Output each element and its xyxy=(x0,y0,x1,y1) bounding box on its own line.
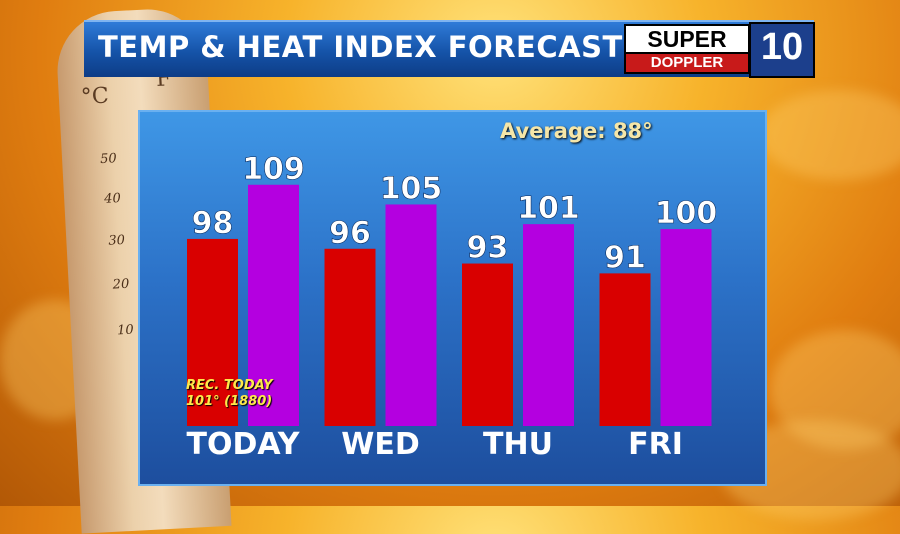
temp-bar-fri xyxy=(599,273,651,426)
temp-label-today: 98 xyxy=(192,206,234,241)
record-note-line1: REC. TODAY xyxy=(186,378,273,393)
heat-index-bar-fri xyxy=(660,229,712,426)
page-title: TEMP & HEAT INDEX FORECAST xyxy=(98,30,623,64)
heat-index-label-fri: 100 xyxy=(655,196,718,231)
category-label-wed: WED xyxy=(341,427,420,462)
heat-index-label-today: 109 xyxy=(242,152,305,187)
station-logo: SUPER DOPPLER 10 xyxy=(618,22,818,78)
temp-label-thu: 93 xyxy=(467,231,509,266)
heat-index-bar-today xyxy=(248,184,299,426)
cloud xyxy=(760,90,900,180)
temp-bar-wed xyxy=(324,248,376,426)
heat-index-label-wed: 105 xyxy=(380,171,443,206)
temp-bar-today xyxy=(187,238,238,426)
temp-bar-thu xyxy=(462,263,513,426)
logo-doppler: DOPPLER xyxy=(624,52,750,74)
heat-index-bar-wed xyxy=(385,204,437,426)
heat-index-label-thu: 101 xyxy=(517,191,580,226)
record-note-line2: 101° (1880) xyxy=(186,394,273,409)
cloud xyxy=(770,330,900,450)
category-label-today: TODAY xyxy=(187,427,301,462)
category-label-fri: FRI xyxy=(628,427,683,462)
record-note: REC. TODAY 101° (1880) xyxy=(186,378,273,410)
average-label: Average: 88° xyxy=(500,119,653,143)
logo-badge: 10 xyxy=(749,22,815,78)
temp-label-wed: 96 xyxy=(329,216,371,251)
category-label-thu: THU xyxy=(483,427,553,462)
logo-badge-number: 10 xyxy=(760,26,804,68)
heat-index-bar-thu xyxy=(523,224,574,426)
temp-label-fri: 91 xyxy=(604,240,646,275)
